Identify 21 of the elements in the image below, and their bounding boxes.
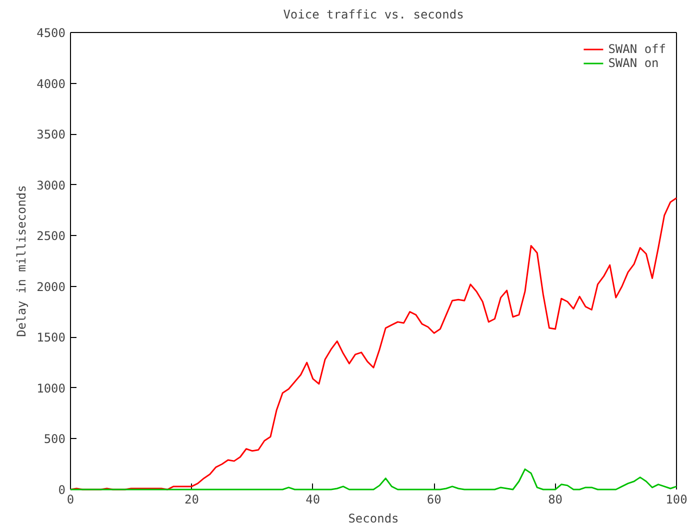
legend-label: SWAN on xyxy=(608,56,659,70)
y-tick-label: 1000 xyxy=(36,381,66,396)
y-tick-label: 0 xyxy=(58,483,66,497)
y-tick-label: 3000 xyxy=(36,178,66,192)
y-tick-label: 500 xyxy=(44,432,66,446)
x-tick-label: 0 xyxy=(66,492,74,506)
chart-title: Voice traffic vs. seconds xyxy=(283,8,464,22)
x-tick-label: 60 xyxy=(426,492,442,506)
x-tick-label: 20 xyxy=(184,492,199,506)
y-tick-label: 1500 xyxy=(36,330,66,345)
x-axis-title: Seconds xyxy=(348,512,399,526)
y-tick-label: 4500 xyxy=(36,26,66,40)
x-tick-label: 100 xyxy=(666,492,688,506)
x-tick-label: 40 xyxy=(306,492,320,506)
x-tick-label: 80 xyxy=(548,492,563,506)
y-tick-label: 2000 xyxy=(36,280,66,294)
y-axis-title: Delay in milliseconds xyxy=(14,185,29,337)
y-tick-label: 3500 xyxy=(36,128,66,142)
y-tick-label: 4000 xyxy=(36,76,66,91)
legend-label: SWAN off xyxy=(608,42,666,56)
y-tick-label: 2500 xyxy=(36,229,66,244)
